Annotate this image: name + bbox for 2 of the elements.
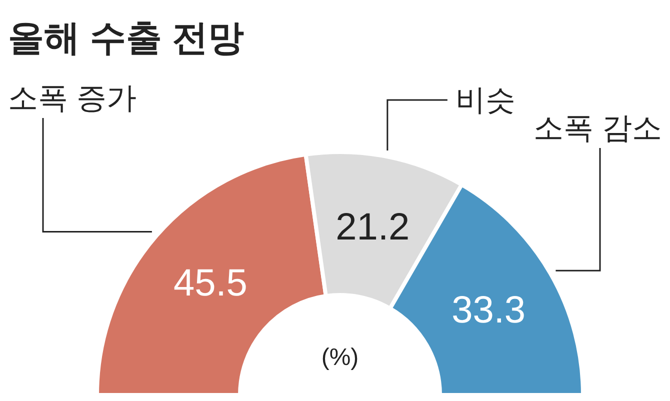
annotation: (%) — [321, 344, 359, 371]
title: 올해 수출 전망 — [8, 17, 244, 58]
